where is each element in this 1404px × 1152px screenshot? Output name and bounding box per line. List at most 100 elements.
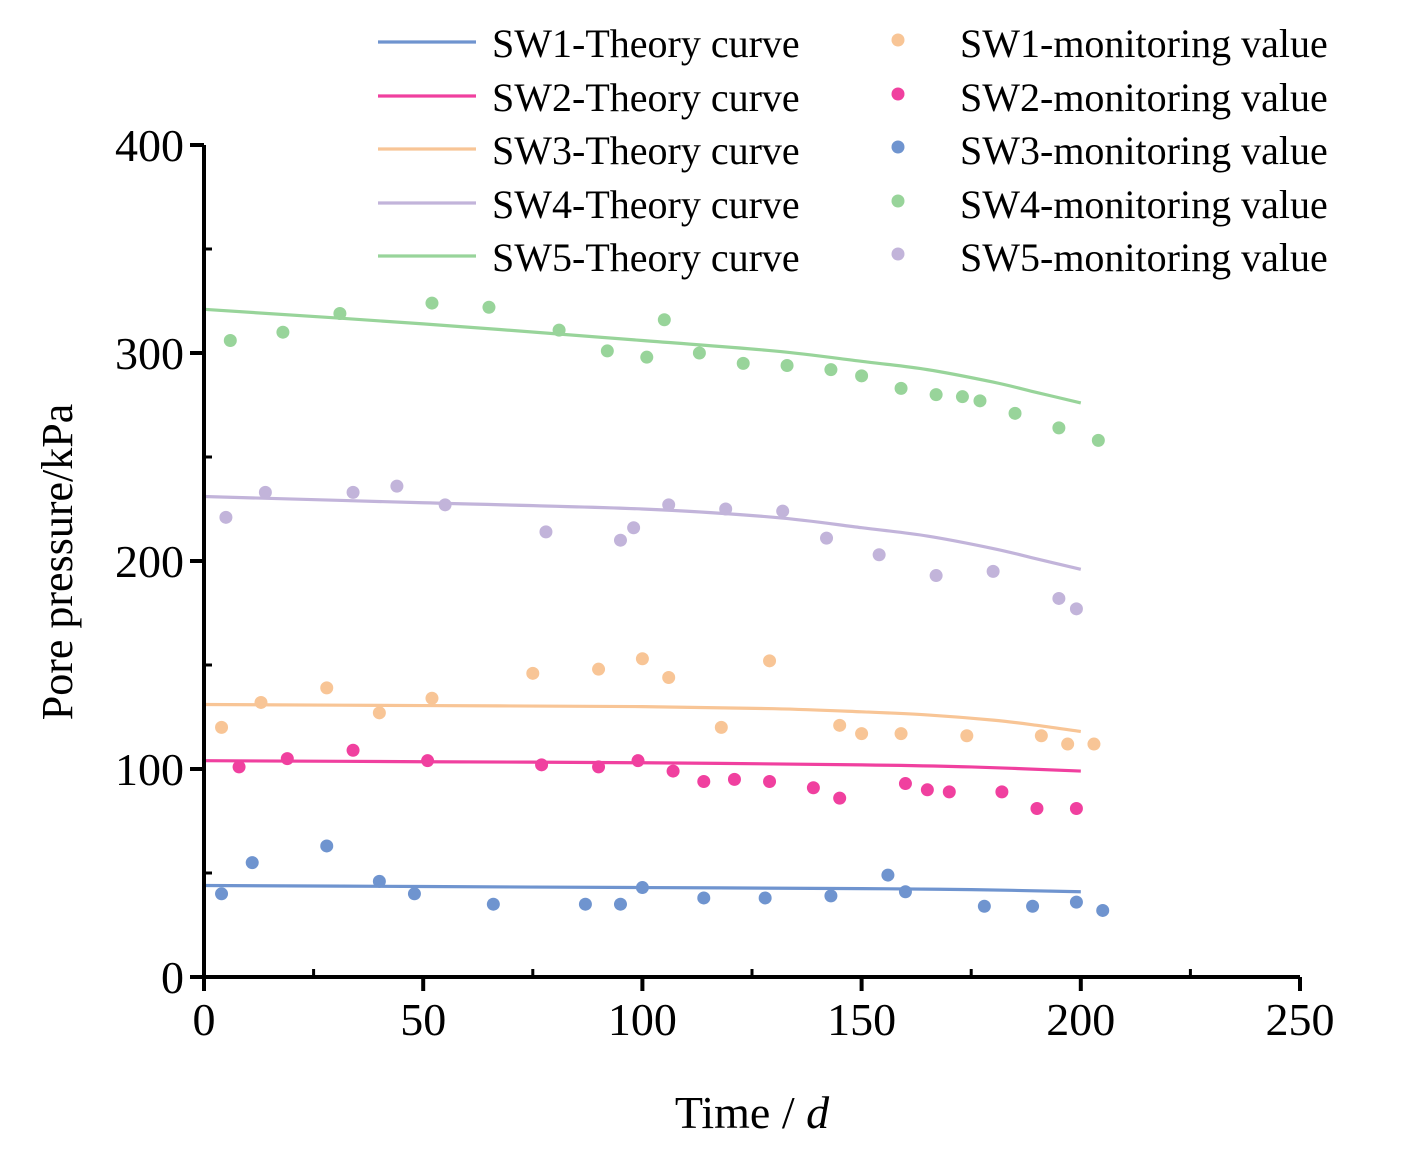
sw4-monitoring-value-point [955,390,969,404]
sw4-monitoring-value-point [736,356,750,370]
legend-point-swatch [891,33,905,47]
sw3-theory-curve-line [203,702,1082,734]
legend-label: SW5-Theory curve [492,235,800,280]
sw4-monitoring-value-point [657,313,671,327]
sw1-monitoring-value-point [960,729,974,743]
x-tick-label: 150 [827,994,896,1045]
sw2-monitoring-value-point [942,785,956,799]
sw4-monitoring-value-point [855,369,869,383]
sw3-monitoring-value-point [613,897,627,911]
legend-label: SW4-monitoring value [960,182,1328,227]
y-tick-label: 400 [115,120,184,171]
sw3-monitoring-value-point [881,868,895,882]
x-tick-label: 50 [400,994,446,1045]
sw5-monitoring-value-point [219,510,233,524]
sw1-monitoring-value-point [320,681,334,695]
monitoring-points [215,296,1110,917]
sw2-monitoring-value-point [727,772,741,786]
sw4-monitoring-value-point [1091,433,1105,447]
sw1-monitoring-value-point [526,666,540,680]
legend-label: SW1-monitoring value [960,21,1328,66]
sw4-monitoring-value-point [482,300,496,314]
axes: 0 100 200 300 400 0 50 100 150 200 250 [115,120,1335,1045]
sw5-monitoring-value-point [872,548,886,562]
legend-label: SW3-Theory curve [492,128,800,173]
sw1-monitoring-value-point [215,720,229,734]
sw3-monitoring-value-point [486,897,500,911]
sw5-monitoring-value-point [539,525,553,539]
sw5-monitoring-value-point [719,502,733,516]
sw3-monitoring-value-point [697,891,711,905]
sw3-monitoring-value-point [1096,903,1110,917]
sw3-monitoring-value-point [245,856,259,870]
sw3-monitoring-value-point [898,885,912,899]
sw5-monitoring-value-point [346,485,360,499]
sw4-monitoring-value-point [640,350,654,364]
sw3-monitoring-value-point [1069,895,1083,909]
legend-point-swatch [891,140,905,154]
sw2-monitoring-value-point [666,764,680,778]
sw4-monitoring-value-point [894,381,908,395]
legend-point-swatch [891,87,905,101]
legend-label: SW3-monitoring value [960,128,1328,173]
legend-label: SW2-Theory curve [492,75,800,120]
x-tick-label: 100 [608,994,677,1045]
sw3-monitoring-value-point [215,887,229,901]
sw2-monitoring-value-point [631,754,645,768]
sw2-monitoring-value-point [1030,802,1044,816]
y-tick-label: 200 [115,536,184,587]
sw5-monitoring-value-point [438,498,452,512]
y-axis-label: Pore pressure/kPa [33,404,82,721]
sw2-monitoring-value-point [898,777,912,791]
sw4-monitoring-value-point [780,358,794,372]
sw5-monitoring-value-point [390,479,404,493]
sw1-monitoring-value-point [894,727,908,741]
sw1-monitoring-value-point [592,662,606,676]
sw4-monitoring-value-point [824,363,838,377]
sw5-monitoring-value-point [1069,602,1083,616]
legend-label: SW2-monitoring value [960,75,1328,120]
x-tick-label: 200 [1046,994,1115,1045]
y-tick-label: 100 [115,744,184,795]
legend-point-swatch [891,247,905,261]
sw3-monitoring-value-point [578,897,592,911]
sw5-monitoring-value-point [820,531,834,545]
sw2-monitoring-value-point [232,760,246,774]
sw2-monitoring-value-point [697,774,711,788]
sw2-monitoring-value-point [592,760,606,774]
sw5-monitoring-value-point [1052,591,1066,605]
sw5-monitoring-value-point [627,521,641,535]
sw1-monitoring-value-point [833,718,847,732]
sw1-monitoring-value-point [855,727,869,741]
sw5-monitoring-value-point [986,564,1000,578]
legend: SW1-Theory curve SW2-Theory curve SW3-Theo… [378,21,1328,280]
sw4-monitoring-value-point [600,344,614,358]
sw2-monitoring-value-point [1069,802,1083,816]
legend-label: SW4-Theory curve [492,182,800,227]
sw2-monitoring-value-point [833,791,847,805]
sw3-monitoring-value-point [320,839,334,853]
legend-point-swatch [891,194,905,208]
x-tick-label: 250 [1266,994,1335,1045]
sw1-monitoring-value-point [254,695,268,709]
sw2-monitoring-value-point [806,781,820,795]
sw4-monitoring-value-point [552,323,566,337]
sw1-monitoring-value-point [1061,737,1075,751]
y-tick-label: 300 [115,328,184,379]
sw1-monitoring-value-point [425,691,439,705]
legend-label: SW5-monitoring value [960,235,1328,280]
sw2-monitoring-value-point [280,752,294,766]
sw2-monitoring-value-point [421,754,435,768]
sw1-theory-curve-line [203,883,1081,894]
sw1-monitoring-value-point [1034,729,1048,743]
sw4-monitoring-value-point [223,334,237,348]
sw5-monitoring-value-point [613,533,627,547]
sw2-monitoring-value-point [346,743,360,757]
sw4-monitoring-value-point [929,388,943,402]
theory-curves [203,307,1082,894]
sw5-monitoring-value-point [258,485,272,499]
sw5-monitoring-value-point [929,569,943,583]
sw2-monitoring-value-point [920,783,934,797]
sw2-monitoring-value-point [995,785,1009,799]
